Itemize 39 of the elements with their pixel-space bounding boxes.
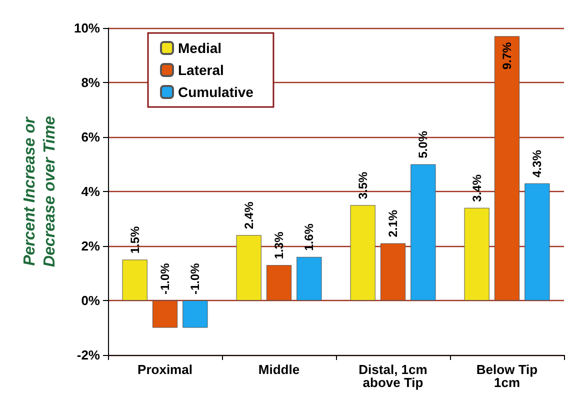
y-tick-label: 10% xyxy=(74,20,100,36)
y-tick-label: -2% xyxy=(76,348,100,362)
y-tick-label: 6% xyxy=(81,130,100,144)
data-label: 1.6% xyxy=(302,223,316,251)
legend-label: Medial xyxy=(178,40,222,56)
bar xyxy=(296,256,322,300)
legend-label: Cumulative xyxy=(178,84,254,100)
bar xyxy=(410,164,436,300)
data-label: -1.0% xyxy=(158,262,172,294)
y-tick-label: 8% xyxy=(81,75,100,90)
bar xyxy=(182,300,208,328)
bar xyxy=(350,205,376,300)
x-tick-label: Below Tip 1cm xyxy=(476,362,538,390)
x-tick-label: Middle xyxy=(258,362,300,377)
bar xyxy=(266,265,292,300)
bar xyxy=(380,243,406,300)
data-label: 5.0% xyxy=(416,130,430,158)
data-label: 4.3% xyxy=(530,150,544,178)
data-label: 2.4% xyxy=(242,201,256,230)
data-label: 3.5% xyxy=(356,171,370,200)
data-label: 9.7% xyxy=(500,42,514,70)
y-tick-label: 0% xyxy=(81,293,100,308)
data-label: -1.0% xyxy=(188,262,202,294)
x-tick-label: Distal, 1cm above Tip xyxy=(358,362,428,390)
data-label: 1.5% xyxy=(128,226,142,254)
legend-label: Lateral xyxy=(178,62,224,78)
y-tick-label: 4% xyxy=(81,184,100,199)
data-label: 1.3% xyxy=(272,231,286,260)
data-label: 2.1% xyxy=(386,210,400,238)
bar xyxy=(122,260,148,300)
data-label: 3.4% xyxy=(470,174,484,202)
bar xyxy=(464,208,490,300)
bar xyxy=(236,235,262,300)
x-tick-label: Proximal xyxy=(138,362,192,377)
y-tick-label: 2% xyxy=(81,238,100,254)
bar xyxy=(494,36,520,300)
y-axis-title: Percent Increase or Decrease over Time xyxy=(22,116,58,267)
bar xyxy=(152,300,178,328)
bar xyxy=(524,183,550,300)
